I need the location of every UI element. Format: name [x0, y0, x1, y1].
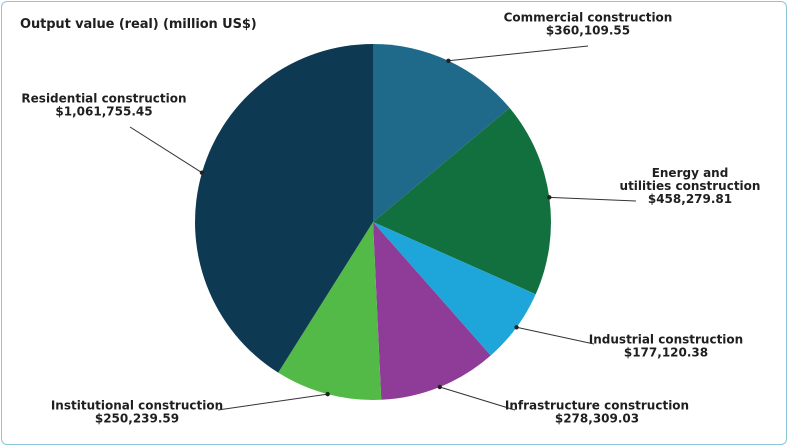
pie-slice-residential-construction: [195, 44, 373, 373]
slice-category-label: utilities construction: [620, 179, 761, 193]
slice-label: Energy and utilities construction $458,279…: [620, 166, 761, 206]
slice-value-label: $278,309.03: [555, 412, 639, 426]
leader-dot: [199, 170, 205, 175]
slice-category-label: Residential construction: [21, 92, 186, 106]
slice-value-label: $250,239.59: [95, 412, 179, 426]
leader-dot: [325, 391, 330, 397]
leader-line: [549, 196, 637, 202]
leader-dot: [446, 58, 451, 63]
pie-slice-infrastructure-construction: [373, 222, 491, 400]
slice-label: Institutional construction $250,239.59: [51, 399, 223, 426]
pie-slice-energy-and-utilities-construction: [373, 107, 551, 295]
slice-category-label: Infrastructure construction: [505, 399, 689, 413]
slice-value-label: $458,279.81: [648, 192, 732, 206]
leader-dot: [437, 384, 442, 390]
leader-line: [439, 386, 516, 411]
slice-label: Commercial construction $360,109.55: [504, 11, 673, 38]
chart-title: Output value (real) (million US$): [20, 17, 257, 32]
slice-value-label: $360,109.55: [546, 24, 630, 38]
leader-dot: [547, 195, 552, 200]
slice-category-label: Commercial construction: [504, 11, 673, 25]
slice-label: Infrastructure construction $278,309.03: [505, 399, 689, 426]
leader-line: [448, 45, 589, 62]
slice-category-label: Institutional construction: [51, 399, 223, 413]
slice-value-label: $177,120.38: [624, 346, 708, 360]
leader-line: [217, 393, 328, 411]
leader-line: [129, 126, 203, 174]
slice-category-label: Energy and: [652, 166, 729, 180]
slice-category-label: Industrial construction: [589, 333, 743, 347]
pie-slice-industrial-construction: [373, 222, 536, 356]
slice-value-label: $1,061,755.45: [55, 105, 152, 119]
slice-label: Industrial construction $177,120.38: [589, 333, 743, 360]
leader-line: [516, 326, 595, 345]
leader-dot: [514, 325, 519, 330]
pie-slice-commercial-construction: [373, 44, 510, 222]
pie-slice-institutional-construction: [278, 222, 382, 401]
slice-label: Residential construction $1,061,755.45: [21, 92, 186, 119]
